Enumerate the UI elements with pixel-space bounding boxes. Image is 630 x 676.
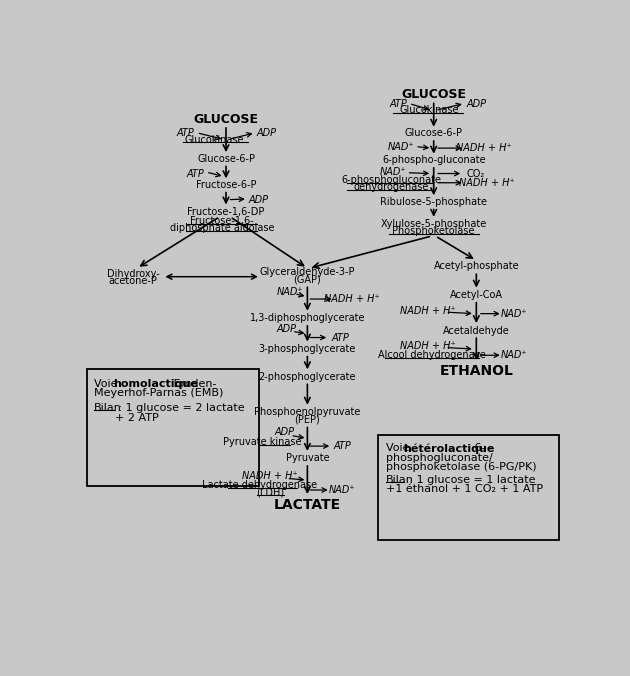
Text: 3-phosphoglycerate: 3-phosphoglycerate: [259, 344, 356, 354]
Text: ATP: ATP: [333, 441, 351, 451]
Text: Pyruvate: Pyruvate: [285, 454, 329, 464]
Text: Dihydroxy-: Dihydroxy-: [106, 268, 159, 279]
Text: : 1 glucose = 2 lactate: : 1 glucose = 2 lactate: [115, 403, 245, 412]
Text: ADP: ADP: [275, 427, 295, 437]
Text: NAD⁺: NAD⁺: [500, 350, 527, 360]
Text: Bilan: Bilan: [94, 403, 122, 412]
Text: ATP: ATP: [177, 128, 195, 139]
Text: ATP: ATP: [331, 333, 349, 343]
Text: 6-: 6-: [471, 443, 485, 454]
Text: NAD⁺: NAD⁺: [388, 141, 415, 151]
Text: CO₂: CO₂: [466, 168, 484, 178]
Text: ADP: ADP: [256, 128, 277, 139]
Text: Glucokinase: Glucokinase: [185, 135, 244, 145]
Text: NADH + H⁺: NADH + H⁺: [241, 471, 297, 481]
Text: NAD⁺: NAD⁺: [277, 287, 303, 297]
Text: Emden-: Emden-: [170, 379, 217, 389]
Text: ETHANOL: ETHANOL: [439, 364, 513, 378]
Text: : 1 glucose = 1 lactate: : 1 glucose = 1 lactate: [406, 475, 536, 485]
Text: Phosphoenolpyruvate: Phosphoenolpyruvate: [254, 407, 360, 417]
Text: Glucose-6-P: Glucose-6-P: [197, 154, 255, 164]
FancyBboxPatch shape: [86, 369, 258, 486]
Text: ATP: ATP: [389, 99, 407, 110]
Text: ADP: ADP: [277, 324, 297, 334]
Text: phosphogluconate/: phosphogluconate/: [386, 453, 493, 462]
Text: (PEP): (PEP): [294, 414, 320, 424]
Text: NAD⁺: NAD⁺: [500, 309, 527, 318]
Text: (LDH): (LDH): [256, 487, 284, 498]
Text: hétérolactique: hétérolactique: [403, 443, 495, 454]
Text: ATP: ATP: [186, 168, 204, 178]
Text: Acetyl-CoA: Acetyl-CoA: [450, 290, 503, 300]
Text: Phosphoketolase: Phosphoketolase: [392, 226, 475, 235]
Text: ADP: ADP: [466, 99, 486, 110]
Text: NADH + H⁺: NADH + H⁺: [459, 178, 514, 188]
Text: NADH + H⁺: NADH + H⁺: [456, 143, 512, 153]
Text: Xylulose-5-phosphate: Xylulose-5-phosphate: [381, 218, 487, 228]
Text: Fructose-1,6-: Fructose-1,6-: [190, 216, 254, 226]
Text: Fructose-1,6-DP: Fructose-1,6-DP: [187, 207, 265, 217]
Text: +1 éthanol + 1 CO₂ + 1 ATP: +1 éthanol + 1 CO₂ + 1 ATP: [386, 484, 543, 494]
Text: Voie: Voie: [94, 379, 121, 389]
Text: 6-phospho-gluconate: 6-phospho-gluconate: [382, 155, 486, 166]
Text: homolactique: homolactique: [113, 379, 198, 389]
Text: NAD⁺: NAD⁺: [379, 167, 406, 177]
Text: diphosphate aldolase: diphosphate aldolase: [170, 223, 275, 233]
Text: Alcool dehydrogenase: Alcool dehydrogenase: [377, 350, 485, 360]
Text: NADH + H⁺: NADH + H⁺: [401, 306, 456, 316]
Text: dehydrogenase: dehydrogenase: [353, 182, 429, 191]
Text: LACTATE: LACTATE: [274, 498, 341, 512]
Text: Glyceraldehyde-3-P: Glyceraldehyde-3-P: [260, 267, 355, 277]
Text: Glucose-6-P: Glucose-6-P: [404, 128, 462, 139]
Text: + 2 ATP: + 2 ATP: [115, 412, 159, 422]
Text: Ribulose-5-phosphate: Ribulose-5-phosphate: [380, 197, 487, 207]
Text: Lactate dehydrogenase: Lactate dehydrogenase: [202, 481, 317, 490]
Text: Acetaldehyde: Acetaldehyde: [443, 326, 510, 335]
Text: 6-phosphogluconate: 6-phosphogluconate: [341, 174, 441, 185]
Text: Acetyl-phosphate: Acetyl-phosphate: [433, 261, 519, 271]
FancyBboxPatch shape: [378, 435, 559, 540]
Text: Pyruvate kinase: Pyruvate kinase: [223, 437, 302, 448]
Text: NADH + H⁺: NADH + H⁺: [401, 341, 456, 351]
Text: Glucokinase: Glucokinase: [399, 105, 459, 116]
Text: NAD⁺: NAD⁺: [329, 485, 355, 495]
Text: (GAP): (GAP): [294, 274, 321, 284]
Text: GLUCOSE: GLUCOSE: [193, 113, 258, 126]
Text: Meyerhof-Parnas (EMB): Meyerhof-Parnas (EMB): [94, 388, 224, 398]
Text: NADH + H⁺: NADH + H⁺: [324, 294, 379, 304]
Text: phosphoketolase (6-PG/PK): phosphoketolase (6-PG/PK): [386, 462, 536, 472]
Text: 2-phosphoglycerate: 2-phosphoglycerate: [259, 372, 356, 382]
Text: 1,3-diphosphoglycerate: 1,3-diphosphoglycerate: [249, 313, 365, 323]
Text: GLUCOSE: GLUCOSE: [401, 89, 466, 101]
Text: acetone-P: acetone-P: [108, 276, 158, 285]
Text: Voie: Voie: [386, 443, 413, 454]
Text: ADP: ADP: [249, 195, 268, 205]
Text: Fructose-6-P: Fructose-6-P: [196, 180, 256, 190]
Text: Bilan: Bilan: [386, 475, 413, 485]
